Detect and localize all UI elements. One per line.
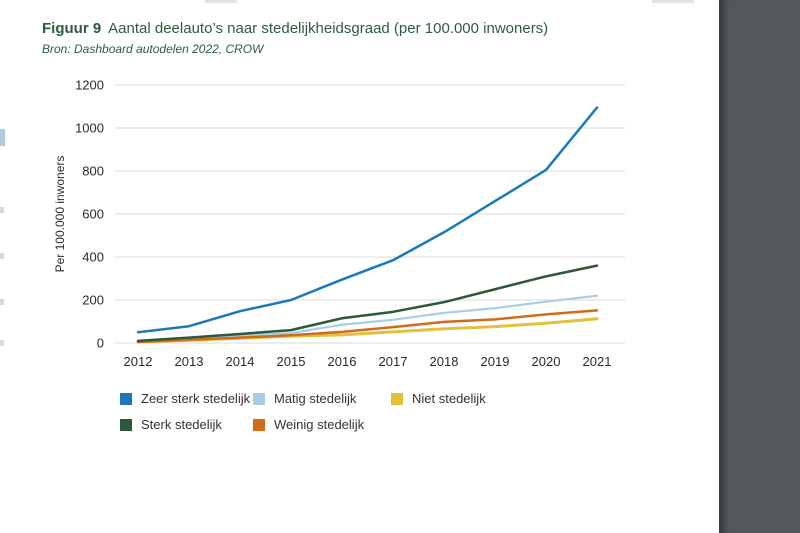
figure-title-text: Aantal deelauto’s naar stedelijkheidsgra…	[108, 20, 549, 37]
x-tick-label: 2019	[481, 354, 510, 369]
cutoff-text-artifact	[205, 0, 237, 3]
series-line-sterk-stedelijk	[136, 264, 599, 343]
legend-swatch-icon	[253, 418, 265, 431]
x-tick-label: 2017	[379, 354, 408, 369]
legend-label: Matig stedelijk	[274, 391, 357, 406]
figure-label: Figuur 9	[42, 20, 102, 37]
legend-item-weinig-stedelijk: Weinig stedelijk	[253, 417, 391, 432]
legend-item-matig-stedelijk: Matig stedelijk	[253, 391, 391, 406]
legend-label: Sterk stedelijk	[141, 417, 222, 432]
x-tick-label: 2021	[583, 354, 612, 369]
x-tick-label: 2016	[328, 354, 357, 369]
legend-label: Niet stedelijk	[412, 391, 486, 406]
legend-swatch-icon	[120, 418, 132, 431]
figure-title: Figuur 9 Aantal deelauto’s naar stedelijk…	[42, 19, 662, 39]
chart-legend: Zeer sterk stedelijk Matig stedelijk Niet …	[120, 391, 590, 432]
cutoff-text-artifact	[0, 299, 4, 305]
figure-header: Figuur 9 Aantal deelauto’s naar stedelijk…	[42, 19, 662, 56]
y-tick-label: 1200	[75, 78, 104, 93]
y-tick-label: 0	[97, 336, 104, 351]
legend-item-zeer-sterk-stedelijk: Zeer sterk stedelijk	[120, 391, 253, 406]
series-line-zeer-sterk-stedelijk	[136, 106, 599, 334]
y-axis-title: Per 100.000 inwoners	[53, 156, 67, 273]
x-tick-label: 2014	[226, 354, 255, 369]
legend-swatch-icon	[120, 392, 132, 405]
y-tick-label: 1000	[75, 121, 104, 136]
cutoff-link-artifact	[0, 129, 5, 146]
cutoff-text-artifact	[0, 207, 4, 213]
x-tick-label: 2015	[277, 354, 306, 369]
cutoff-text-artifact	[0, 253, 4, 259]
x-tick-label: 2012	[124, 354, 153, 369]
line-chart: 0 200 400 600 800 1000 1200 2012 2013 2014 2015 201…	[50, 78, 650, 378]
viewer-background-panel	[719, 0, 800, 533]
cutoff-text-artifact	[0, 340, 4, 346]
y-tick-label: 800	[82, 164, 104, 179]
figure-source: Bron: Dashboard autodelen 2022, CROW	[42, 42, 264, 56]
legend-label: Zeer sterk stedelijk	[141, 391, 251, 406]
y-tick-label: 400	[82, 250, 104, 265]
legend-item-sterk-stedelijk: Sterk stedelijk	[120, 417, 253, 432]
cutoff-text-artifact	[652, 0, 694, 3]
legend-label: Weinig stedelijk	[274, 417, 365, 432]
x-tick-label: 2020	[532, 354, 561, 369]
y-tick-label: 200	[82, 293, 104, 308]
legend-item-niet-stedelijk: Niet stedelijk	[391, 391, 590, 406]
series-line-weinig-stedelijk	[136, 309, 599, 344]
x-tick-label: 2013	[175, 354, 204, 369]
chart-svg: 0 200 400 600 800 1000 1200 2012 2013 2014 2015 201…	[53, 78, 625, 369]
legend-swatch-icon	[391, 392, 403, 405]
legend-swatch-icon	[253, 392, 265, 405]
series-line-matig-stedelijk	[136, 294, 599, 343]
y-tick-label: 600	[82, 207, 104, 222]
x-tick-label: 2018	[430, 354, 459, 369]
